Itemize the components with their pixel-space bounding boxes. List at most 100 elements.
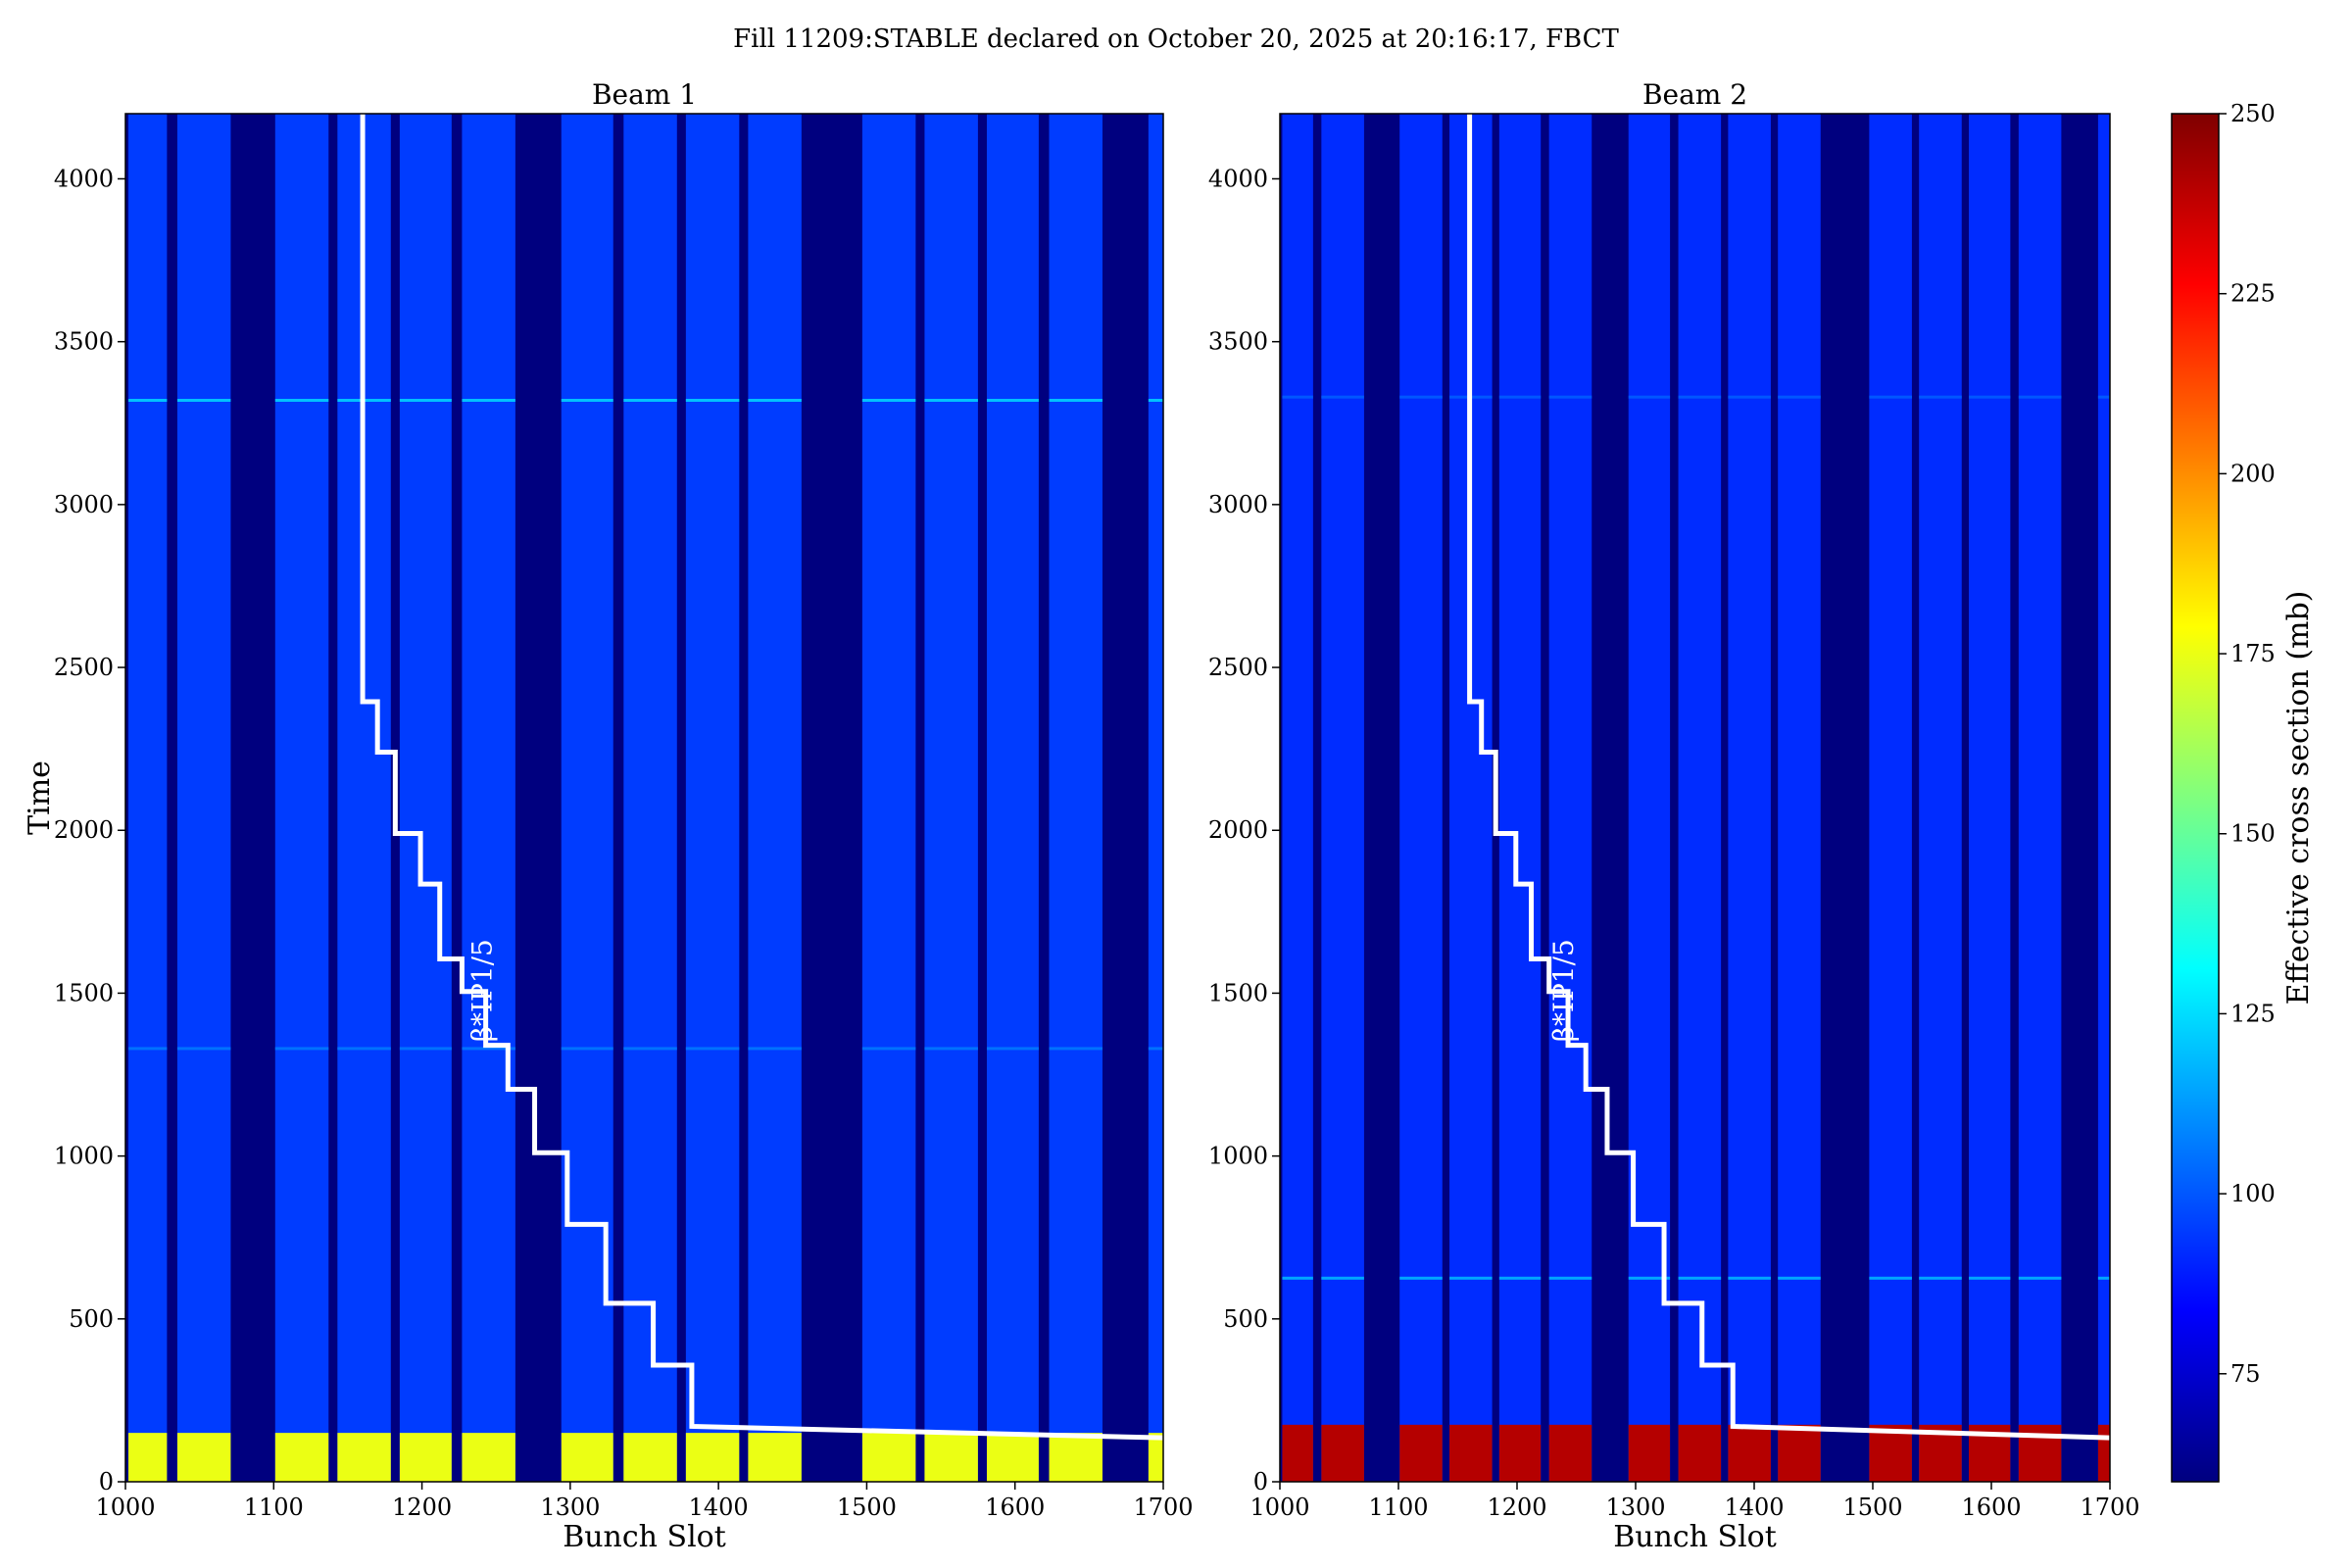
early-high-band (1282, 1424, 1313, 1482)
bunch-train-band (748, 114, 802, 1482)
horizontal-streak (1321, 1276, 1364, 1280)
bunch-train-band (399, 114, 452, 1482)
horizontal-streak (1049, 1047, 1102, 1051)
horizontal-streak (1321, 395, 1364, 399)
y-tick-label: 0 (1253, 1468, 1268, 1495)
horizontal-streak (2097, 1276, 2110, 1280)
horizontal-streak (561, 1047, 613, 1051)
colorbar-gradient (2171, 113, 2220, 1483)
early-high-band (399, 1433, 452, 1482)
early-high-band (1399, 1424, 1443, 1482)
colorbar-tick-label: 100 (2230, 1180, 2276, 1207)
horizontal-streak (128, 398, 168, 402)
early-high-band (1148, 1433, 1163, 1482)
early-high-band (2097, 1424, 2110, 1482)
early-high-band (748, 1433, 802, 1482)
colorbar-tick-label: 250 (2230, 100, 2276, 127)
x-tick-label: 1200 (1487, 1494, 1546, 1521)
horizontal-streak (685, 1047, 740, 1051)
y-tick-label: 1500 (54, 979, 114, 1006)
early-high-band (1628, 1424, 1671, 1482)
horizontal-streak (1498, 395, 1542, 399)
y-tick-label: 4000 (54, 165, 114, 192)
horizontal-streak (1399, 395, 1443, 399)
bunch-train-band (462, 114, 515, 1482)
horizontal-streak (623, 1047, 677, 1051)
horizontal-streak (399, 1047, 452, 1051)
bunch-train-band (1399, 114, 1443, 1482)
horizontal-streak (685, 398, 740, 402)
x-tick-label: 1700 (2080, 1494, 2139, 1521)
x-tick-label: 1500 (837, 1494, 897, 1521)
early-high-band (861, 1433, 916, 1482)
bunch-train-band (2097, 114, 2110, 1482)
early-high-band (462, 1433, 515, 1482)
horizontal-streak (1449, 1276, 1493, 1280)
early-high-band (176, 1433, 231, 1482)
bunch-train-band (1321, 114, 1364, 1482)
y-tick-label: 4000 (1208, 165, 1268, 192)
horizontal-streak (2018, 395, 2062, 399)
early-high-band (924, 1433, 978, 1482)
early-high-band (561, 1433, 613, 1482)
y-tick-label: 3000 (54, 491, 114, 518)
horizontal-streak (1919, 1276, 1962, 1280)
horizontal-streak (861, 1047, 916, 1051)
y-tick-label: 500 (1223, 1305, 1268, 1333)
early-high-band (685, 1433, 740, 1482)
y-tick-label: 2500 (1208, 654, 1268, 681)
horizontal-streak (1548, 1276, 1592, 1280)
bunch-train-band (128, 114, 168, 1482)
horizontal-streak (1282, 395, 1313, 399)
x-tick-label: 1500 (1842, 1494, 1902, 1521)
horizontal-streak (1778, 1276, 1821, 1280)
bunch-train-band (2018, 114, 2062, 1482)
y-tick-label: 1000 (1208, 1143, 1268, 1170)
horizontal-streak (986, 398, 1039, 402)
horizontal-streak (1969, 395, 2011, 399)
beta-star-label: β*IP1/5 (1547, 939, 1580, 1042)
x-tick-label: 1000 (1250, 1494, 1309, 1521)
horizontal-streak (1282, 1276, 1313, 1280)
horizontal-streak (1049, 398, 1102, 402)
bunch-train-band (861, 114, 916, 1482)
horizontal-streak (128, 1047, 168, 1051)
panel-title: Beam 2 (1642, 78, 1747, 111)
x-tick-label: 1100 (244, 1494, 304, 1521)
horizontal-streak (1728, 1276, 1771, 1280)
plot-frame (124, 113, 1164, 1483)
horizontal-streak (2097, 395, 2110, 399)
beta-star-step-line (1467, 114, 2111, 1441)
y-tick-label: 3000 (1208, 491, 1268, 518)
horizontal-streak (1678, 1276, 1722, 1280)
bunch-train-band (1148, 114, 1163, 1482)
bunch-train-band (1282, 114, 1313, 1482)
y-tick-label: 3500 (54, 328, 114, 356)
heatmap-panel: β*IP1/5 Beam 2 1000 1100 1200 1300 1400 1500 160… (1208, 78, 2140, 1554)
horizontal-streak (561, 398, 613, 402)
beta-star-step-line (360, 114, 1164, 1441)
y-tick-label: 1000 (54, 1143, 114, 1170)
early-high-band (1321, 1424, 1364, 1482)
x-tick-label: 1000 (95, 1494, 155, 1521)
bunch-train-band (685, 114, 740, 1482)
early-high-band (1548, 1424, 1592, 1482)
horizontal-streak (924, 1047, 978, 1051)
horizontal-streak (1498, 1276, 1542, 1280)
x-tick-label: 1300 (1605, 1494, 1665, 1521)
x-tick-label: 1400 (689, 1494, 749, 1521)
panel-title: Beam 1 (592, 78, 697, 111)
horizontal-streak (986, 1047, 1039, 1051)
colorbar-tick-label: 150 (2230, 820, 2276, 848)
bunch-train-band (1548, 114, 1592, 1482)
horizontal-streak (1969, 1276, 2011, 1280)
bunch-train-band (1049, 114, 1102, 1482)
horizontal-streak (1869, 1276, 1912, 1280)
y-tick-label: 2000 (1208, 816, 1268, 844)
horizontal-streak (2018, 1276, 2062, 1280)
bunch-train-band (1498, 114, 1542, 1482)
x-axis-label: Bunch Slot (1613, 1520, 1777, 1554)
bunch-train-band (986, 114, 1039, 1482)
early-high-band (1678, 1424, 1722, 1482)
